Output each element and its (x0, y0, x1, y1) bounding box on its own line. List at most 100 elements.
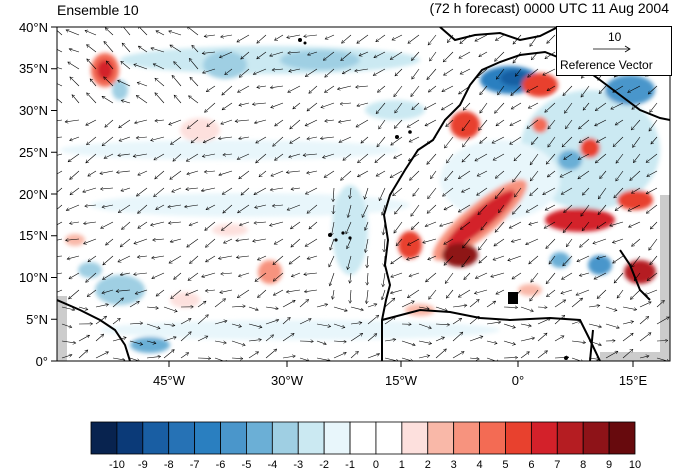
wind-vector-arrow (656, 357, 669, 361)
wind-vector-arrow (462, 255, 471, 267)
wind-vector-arrow (146, 323, 160, 329)
wind-vector-arrow (493, 255, 505, 260)
wind-vector-arrow (201, 187, 216, 191)
wind-vector-arrow (435, 306, 447, 311)
wind-vector-arrow (289, 255, 301, 264)
wind-vector-arrow (70, 187, 80, 195)
wind-vector-arrow (495, 34, 505, 41)
wind-vector-arrow (57, 83, 63, 87)
wind-vector-arrow (593, 238, 607, 244)
wind-vector-arrow (622, 306, 637, 310)
ytick-35n: 35°N (19, 61, 48, 76)
wind-vector-arrow (95, 352, 109, 359)
wind-vector-arrow (137, 82, 148, 87)
wind-vector-arrow (254, 119, 267, 123)
wind-vector-arrow (367, 354, 380, 359)
wind-vector-arrow (633, 136, 641, 147)
wind-vector-arrow (57, 49, 63, 53)
wind-vector-arrow (290, 136, 301, 144)
wind-vector-arrow (218, 255, 233, 259)
wind-vector-arrow (57, 221, 63, 226)
islands (298, 38, 568, 360)
wind-vector-arrow (401, 301, 414, 308)
wind-vector-arrow (325, 34, 335, 39)
wind-vector-arrow (595, 102, 607, 111)
wind-vector-arrow (305, 238, 318, 247)
wind-vector-arrow (239, 68, 250, 77)
wind-vector-arrow (255, 272, 267, 282)
wind-vector-arrow (282, 317, 290, 325)
wind-vector-arrow (571, 321, 581, 325)
wind-vector-arrow (190, 255, 199, 264)
wind-vector-arrow (478, 204, 488, 215)
xtick-15e: 15°E (619, 373, 648, 388)
wind-vector-arrow (66, 30, 80, 36)
wind-vector-arrow (646, 153, 658, 163)
wind-vector-arrow (611, 102, 624, 109)
wind-vector-arrow (578, 170, 590, 179)
wind-vector-arrow (391, 136, 403, 145)
wind-vector-arrow (526, 204, 539, 213)
wind-vector-arrow (197, 315, 208, 325)
wind-vector-arrow (221, 34, 233, 37)
colorbar-label: -5 (242, 459, 252, 471)
wind-vector-arrow (428, 34, 437, 45)
wind-vector-arrow (221, 119, 233, 124)
wind-vector-arrow (316, 340, 326, 344)
colorbar-swatch (375, 421, 403, 455)
wind-vector-arrow (423, 238, 437, 243)
wind-vector-arrow (205, 290, 216, 291)
wind-vector-arrow (447, 153, 454, 163)
wind-vector-arrow (646, 187, 658, 194)
wind-vector-arrow (153, 64, 165, 70)
wind-vector-arrow (307, 204, 318, 213)
wind-vector-arrow (118, 204, 131, 213)
wind-vector-arrow (189, 96, 199, 104)
wind-vector-arrow (356, 119, 369, 127)
wind-vector-arrow (452, 305, 467, 307)
wind-vector-arrow (214, 321, 227, 325)
wind-vector-arrow (341, 51, 352, 61)
wind-vector-arrow (286, 171, 301, 172)
wind-vector-arrow (411, 204, 420, 216)
colorbar-swatch (142, 421, 170, 455)
wind-vector-arrow (223, 154, 233, 155)
wind-vector-arrow (151, 48, 165, 53)
wind-vector-arrow (496, 119, 505, 126)
wind-vector-arrow (543, 68, 556, 75)
wind-vector-arrow (529, 255, 539, 264)
wind-vector-arrow (548, 136, 556, 147)
colorbar-swatch (323, 421, 351, 455)
wind-vector-arrow (231, 340, 245, 345)
wind-vector-arrow (204, 171, 216, 172)
wind-vector-arrow (291, 188, 301, 189)
wind-vector-arrow (265, 349, 277, 359)
wind-vector-arrow (239, 102, 250, 105)
wind-vector-arrow (223, 204, 233, 213)
wind-vector-arrow (86, 153, 97, 163)
wind-vector-arrow (571, 341, 586, 343)
wind-vector-arrow (350, 333, 363, 342)
wind-vector-arrow (367, 272, 368, 285)
wind-vector-arrow (446, 289, 454, 298)
wind-vector-arrow (270, 86, 284, 88)
colorbar-label: 10 (629, 459, 641, 471)
wind-vector-arrow (330, 238, 335, 250)
wind-vector-arrow (171, 289, 182, 299)
wind-vector-arrow (235, 120, 250, 121)
wind-vector-arrow (288, 85, 301, 92)
colorbar-swatch (271, 421, 299, 455)
wind-vector-arrow (106, 61, 114, 70)
wind-vector-arrow (172, 187, 182, 192)
wind-vector-arrow (173, 153, 182, 161)
wind-vector-arrow (357, 102, 369, 106)
wind-vector-arrow (530, 170, 539, 181)
wind-vector-arrow (69, 289, 80, 299)
wind-vector-arrow (350, 306, 363, 310)
wind-vector-arrow (650, 255, 658, 265)
wind-vector-arrow (104, 153, 114, 158)
wind-vector-arrow (136, 137, 148, 138)
wind-vector-arrow (259, 170, 267, 177)
wind-vector-arrow (222, 102, 233, 110)
wind-vector-arrow (428, 255, 437, 260)
